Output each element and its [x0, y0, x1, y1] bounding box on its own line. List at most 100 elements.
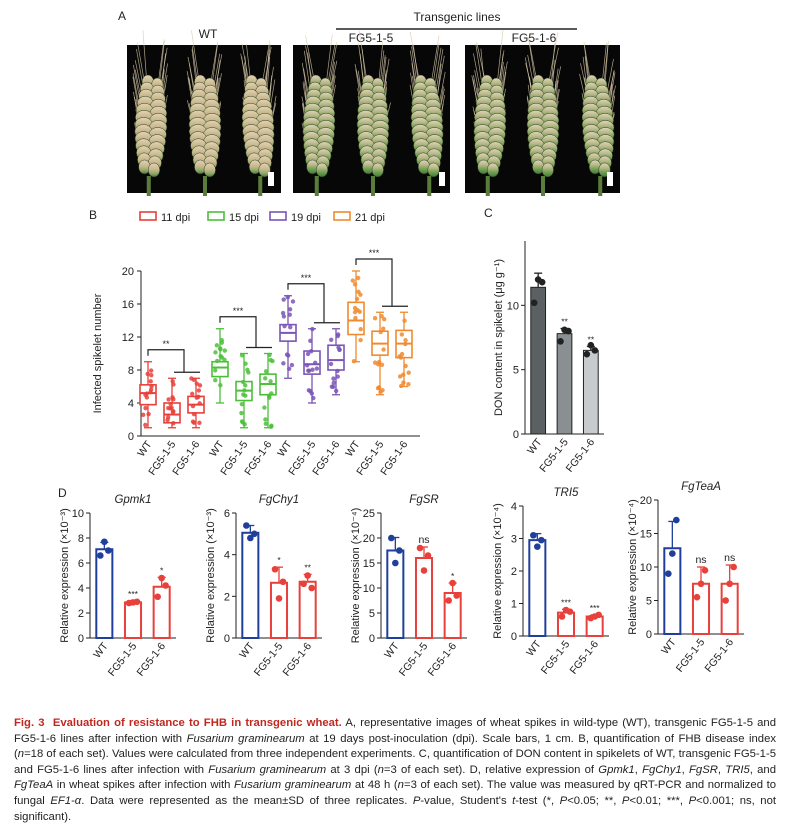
data-point [673, 516, 680, 524]
data-point [219, 338, 224, 343]
data-point [697, 580, 705, 588]
data-point [245, 367, 250, 372]
y-tick-label: 20 [640, 495, 652, 507]
stem [314, 176, 319, 196]
y-tick-label: 0 [513, 429, 519, 441]
data-point [403, 363, 408, 369]
panel-a: A WT Transgenic lines FG5-1-5 FG5-1-6 [118, 9, 620, 196]
data-point [379, 313, 384, 319]
data-point [280, 310, 286, 316]
data-point [189, 376, 194, 381]
data-point [376, 359, 382, 365]
data-point [197, 401, 202, 406]
y-tick-label: 15 [363, 558, 375, 570]
stem [541, 176, 545, 196]
y-tick-label: 0 [128, 431, 134, 443]
significance-label: ** [561, 316, 568, 326]
data-point [354, 296, 360, 302]
y-tick-label: 1 [511, 599, 517, 611]
data-point [171, 421, 176, 426]
significance-label: * [160, 565, 164, 575]
data-point [286, 366, 292, 372]
data-point [335, 374, 340, 379]
significance-bracket [287, 283, 340, 324]
data-point [239, 353, 245, 358]
significance-label: *** [233, 306, 244, 316]
stem [146, 176, 151, 196]
significance-label: ** [588, 335, 595, 345]
data-point [583, 350, 591, 358]
data-point [591, 347, 599, 354]
y-tick-label: 10 [640, 562, 652, 574]
data-point [337, 347, 342, 353]
data-point [287, 312, 292, 317]
awn [157, 40, 165, 85]
x-tick-label: FG5-1-5 [674, 636, 708, 674]
data-point [268, 357, 273, 363]
scale-bar [268, 172, 274, 186]
stem [598, 176, 603, 196]
data-point [304, 572, 311, 579]
data-point [218, 383, 223, 388]
y-tick-label: 25 [363, 508, 375, 520]
data-point [263, 417, 268, 422]
y-tick-label: 10 [507, 300, 519, 312]
awn [191, 30, 200, 85]
significance-bracket [147, 349, 200, 373]
awn [601, 42, 607, 85]
data-point [402, 318, 407, 323]
data-point [243, 393, 248, 398]
data-point [243, 361, 248, 366]
data-point [190, 403, 196, 409]
data-point [331, 384, 336, 390]
significance-label: *** [561, 597, 572, 607]
legend-swatch [269, 211, 287, 221]
spikelet [541, 162, 554, 178]
data-point [143, 405, 148, 411]
spikelet [147, 162, 161, 178]
significance-label: ns [695, 554, 706, 566]
x-tick-label: WT [343, 438, 363, 459]
y-axis-label: Relative expression (×10⁻⁴) [492, 503, 504, 639]
data-point [242, 388, 247, 393]
data-point [214, 343, 220, 348]
x-tick-label: WT [382, 640, 402, 661]
x-tick-label: WT [275, 438, 295, 459]
data-point [350, 278, 356, 283]
data-point [304, 363, 310, 368]
data-point [306, 368, 311, 373]
y-axis-label: DON content in spikelet (μg g⁻¹) [493, 259, 505, 416]
bar [269, 581, 289, 639]
awn [496, 30, 504, 85]
y-tick-label: 6 [78, 558, 84, 570]
y-tick-label: 2 [78, 608, 84, 620]
data-point [453, 592, 460, 599]
data-point [288, 325, 293, 330]
data-point [328, 361, 334, 367]
data-point [243, 522, 250, 529]
legend-swatch [139, 211, 157, 221]
data-point [141, 412, 146, 418]
data-point [534, 543, 541, 550]
bar [663, 547, 682, 635]
x-tick-label: FG5-1-6 [281, 640, 315, 678]
data-point [287, 307, 293, 312]
data-point [587, 341, 595, 349]
significance-bracket [219, 316, 272, 349]
data-point [379, 362, 385, 367]
figure-caption: Fig. 3 Evaluation of resistance to FHB i… [14, 717, 777, 823]
data-point [380, 387, 385, 393]
chart-title: FgSR [409, 494, 438, 506]
x-tick-label: FG5-1-6 [703, 636, 737, 674]
data-point [381, 347, 386, 352]
x-tick-label: FG5-1-6 [135, 640, 169, 678]
y-tick-label: 0 [78, 633, 84, 645]
data-point [398, 355, 404, 360]
y-tick-label: 2 [224, 591, 230, 603]
chart-title: TRI5 [554, 487, 580, 499]
x-tick-label: FG5-1-5 [252, 640, 286, 678]
y-tick-label: 5 [646, 596, 652, 608]
bar [691, 582, 711, 635]
data-point [355, 308, 360, 313]
